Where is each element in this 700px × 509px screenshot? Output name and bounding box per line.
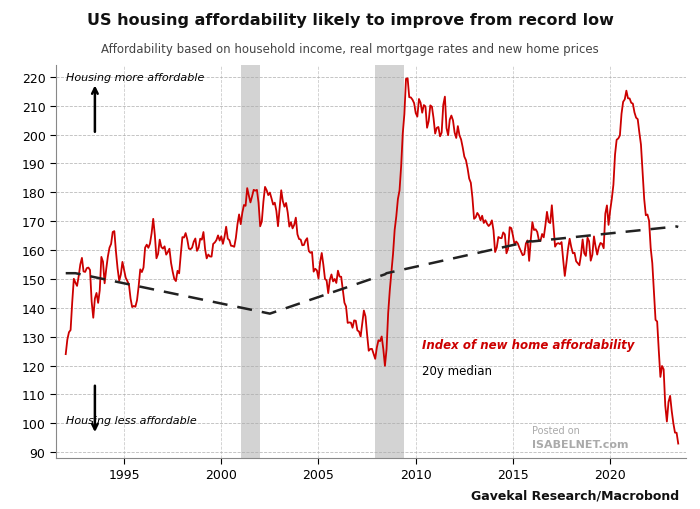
- Text: Posted on: Posted on: [533, 425, 580, 435]
- Text: ISABELNET.com: ISABELNET.com: [533, 439, 629, 449]
- Text: 20y median: 20y median: [421, 364, 491, 378]
- Text: Housing less affordable: Housing less affordable: [66, 415, 197, 426]
- Text: Affordability based on household income, real mortgage rates and new home prices: Affordability based on household income,…: [101, 43, 599, 56]
- Bar: [241, 66, 260, 458]
- Bar: [375, 66, 404, 458]
- Text: Index of new home affordability: Index of new home affordability: [421, 338, 634, 352]
- Text: Gavekal Research/Macrobond: Gavekal Research/Macrobond: [471, 489, 679, 501]
- Text: US housing affordability likely to improve from record low: US housing affordability likely to impro…: [87, 13, 613, 27]
- Text: Housing more affordable: Housing more affordable: [66, 73, 204, 82]
